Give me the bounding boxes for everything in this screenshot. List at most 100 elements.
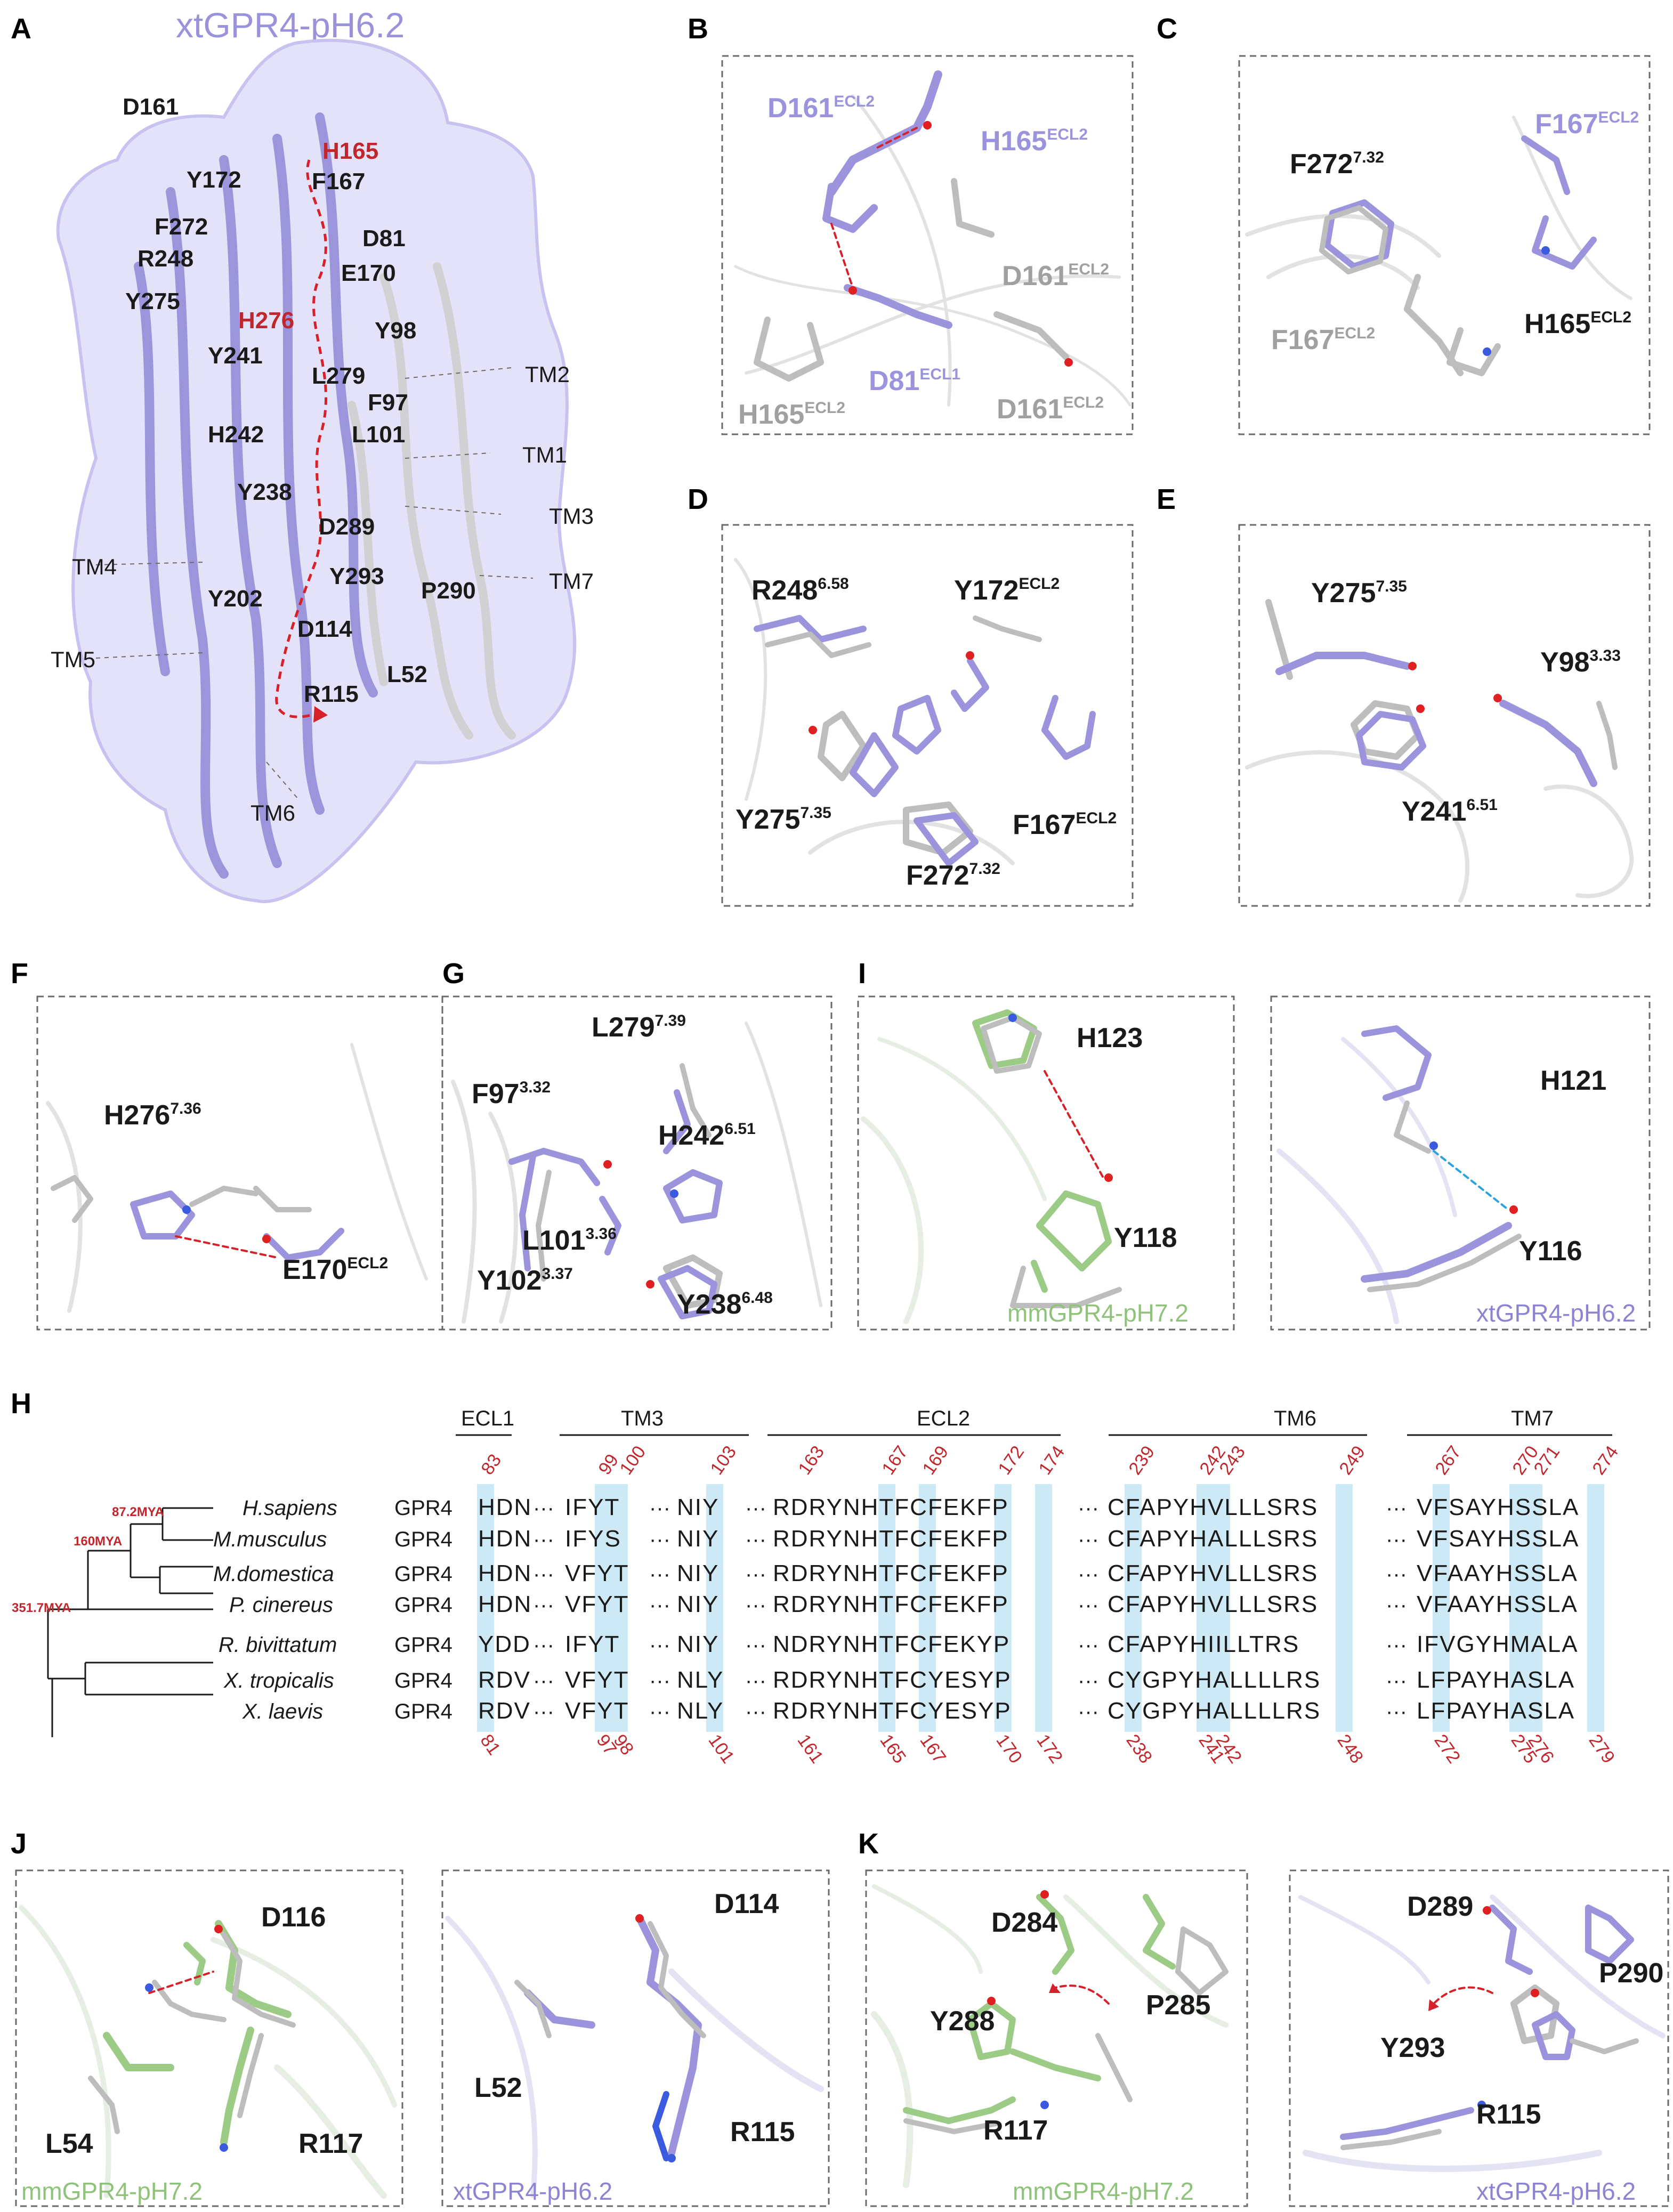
position-number: 81 [476,1731,504,1759]
residue-label-red: H165 [322,138,378,164]
tm-label: TM3 [549,504,594,529]
svg-text:CFAPYHIILLTRS: CFAPYHIILLTRS [1108,1631,1299,1657]
residue-label: F973.32 [472,1079,551,1109]
region-label: TM3 [621,1407,664,1430]
residue-label: Y241 [208,343,263,369]
sequence-row: R. bivittatum GPR4 YDD ··· IFYT ··· NIY … [219,1631,1578,1657]
panel-i-labels: H123 Y118 mmGPR4-pH7.2 H121 Y116 xtGPR4-… [1007,1023,1636,1327]
residue-label: L2797.39 [592,1012,686,1043]
svg-text:···: ··· [1386,1633,1407,1657]
panel-f-labels: H2767.36 E170ECL2 [104,1100,388,1285]
sequence-row: M.musculus GPR4 HDN ··· IFYS ··· NIY ···… [213,1526,1578,1552]
residue-label: Y118 [1114,1222,1177,1253]
svg-text:···: ··· [1078,1669,1099,1692]
tm-label: TM2 [525,362,570,387]
residue-label: E170 [341,260,396,286]
structure-caption: xtGPR4-pH6.2 [1476,1299,1636,1327]
svg-text:···: ··· [745,1562,766,1586]
residue-label: Y288 [930,2006,995,2037]
panel-i-right-box [1270,995,1651,1331]
svg-text:NDRYNHTFCFEKYP: NDRYNHTFCFEKYP [773,1631,1010,1657]
panel-k-labels: D284 Y288 P285 R117 mmGPR4-pH7.2 D289 P2… [930,1891,1663,2205]
panel-g-labels: L2797.39 F973.32 H2426.51 L1013.36 Y1023… [472,1012,773,1320]
position-number: 172 [1032,1731,1066,1767]
residue-label: P285 [1146,1990,1210,2021]
residue-label: L52 [474,2072,522,2103]
svg-text:···: ··· [649,1593,670,1617]
residue-label: Y275 [125,288,180,314]
svg-text:NIY: NIY [677,1526,719,1552]
panel-e-labels: Y2757.35 Y983.33 Y2416.51 [1311,578,1621,827]
region-label: ECL2 [917,1407,970,1430]
residue-label: F167ECL2 [1535,109,1639,140]
gene-name: GPR4 [394,1700,452,1723]
panel-letter-f: F [11,958,28,990]
segment-ecl1: HDN [478,1494,532,1520]
residue-label: H2426.51 [658,1120,756,1151]
panel-letter-b: B [688,13,708,45]
residue-label: L101 [352,422,405,448]
position-number: 165 [876,1731,910,1767]
residue-label: H242 [208,422,264,448]
residue-label: F2727.32 [906,860,1000,891]
svg-text:VFAAYHSSLA: VFAAYHSSLA [1417,1591,1578,1617]
divergence-time: 87.2MYA [112,1505,164,1519]
gene-name: GPR4 [394,1669,452,1692]
svg-text:···: ··· [533,1700,554,1723]
svg-text:···: ··· [1386,1496,1407,1520]
residue-label: L279 [312,363,365,389]
residue-label: D161 [123,94,179,120]
svg-text:···: ··· [649,1496,670,1520]
svg-text:···: ··· [533,1496,554,1520]
svg-text:RDV: RDV [478,1667,531,1693]
svg-text:···: ··· [649,1562,670,1586]
panel-k-right-box [1289,1869,1669,2207]
panel-c-labels: F2727.32 F167ECL2 F167ECL2 H165ECL2 [1271,109,1639,355]
position-number: 167 [878,1442,912,1478]
residue-label: R115 [1476,2099,1541,2130]
residue-label: H123 [1077,1023,1143,1054]
residue-label: R117 [983,2115,1048,2146]
sequence-row: X. tropicalis GPR4 RDV ··· VFYT ··· NLY … [223,1667,1575,1693]
panel-c-structure [1245,116,1632,376]
gene-name: GPR4 [394,1562,452,1586]
svg-text:LFPAYHASLA: LFPAYHASLA [1417,1667,1575,1693]
svg-text:···: ··· [745,1593,766,1617]
svg-text:RDRYNHTFCFEKFP: RDRYNHTFCFEKFP [773,1591,1009,1617]
svg-text:···: ··· [649,1528,670,1551]
position-number: 174 [1034,1442,1069,1478]
svg-text:CFAPYHALLLSRS: CFAPYHALLLSRS [1108,1526,1318,1552]
region-label: ECL1 [461,1407,514,1430]
residue-label: Y172 [187,167,241,193]
panel-k-left-box [865,1869,1248,2207]
residue-label: Y98 [375,318,416,344]
residue-label: F272 [155,214,208,240]
segment-ecl2: RDRYNHTFCFEKFP [773,1494,1009,1520]
residue-label: Y172ECL2 [954,575,1060,606]
svg-text:···: ··· [1078,1562,1099,1586]
panel-j-left-box [15,1869,403,2207]
sequence-row: H.sapiens GPR4 HDN ··· IFYT ··· NIY ··· … [243,1494,1578,1520]
svg-text:···: ··· [745,1528,766,1551]
residue-label: D81 [362,225,406,252]
gene-name: GPR4 [394,1496,452,1520]
residue-label: R2486.58 [751,575,849,606]
panel-a-tm-labels: TM2 TM1 TM3 TM4 TM7 TM5 TM6 [51,362,594,825]
position-number: 238 [1122,1731,1156,1767]
residue-label: H2767.36 [104,1100,201,1131]
panel-g-box [441,995,833,1331]
svg-text:···: ··· [745,1700,766,1723]
svg-text:···: ··· [533,1669,554,1692]
svg-text:···: ··· [1386,1562,1407,1586]
residue-label: D116 [261,1902,326,1933]
svg-text:RDRYNHTFCFEKFP: RDRYNHTFCFEKFP [773,1560,1009,1586]
structure-caption: mmGPR4-pH7.2 [1007,1299,1189,1327]
position-number: 272 [1430,1731,1464,1767]
svg-text:CYGPYHALLLLRS: CYGPYHALLLLRS [1108,1698,1321,1724]
panel-i-right-structure [1276,1025,1522,1324]
svg-text:HDN: HDN [478,1560,532,1586]
svg-text:···: ··· [745,1496,766,1520]
residue-label: D284 [991,1907,1057,1938]
gene-name: GPR4 [394,1633,452,1657]
